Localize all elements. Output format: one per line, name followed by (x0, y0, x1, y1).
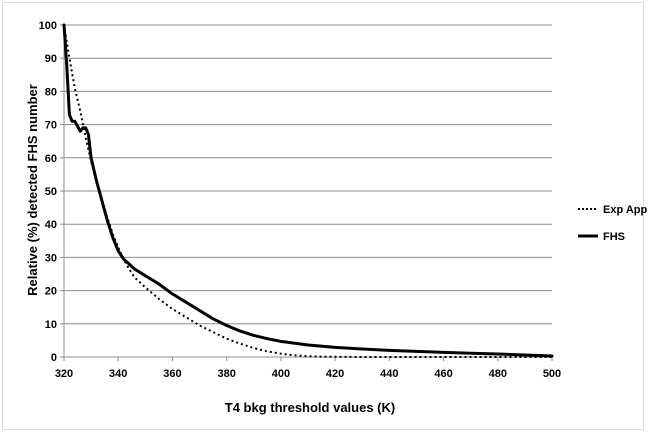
x-tick-label-380: 380 (217, 368, 235, 380)
y-tick-label-40: 40 (45, 219, 57, 231)
x-tick-label-460: 460 (434, 368, 452, 380)
y-tick-label-60: 60 (45, 153, 57, 165)
x-tick-label-360: 360 (163, 368, 181, 380)
y-tick-label-70: 70 (45, 120, 57, 132)
y-tick-label-50: 50 (45, 186, 57, 198)
legend: Exp Appr FHS (578, 204, 648, 243)
axes (60, 24, 553, 361)
legend-label-fhs: FHS (603, 231, 625, 243)
x-tick-label-400: 400 (272, 368, 290, 380)
x-tick-labels: 320 340 360 380 400 420 440 460 480 500 (55, 368, 561, 380)
y-tick-label-90: 90 (45, 53, 57, 65)
x-tick-label-420: 420 (326, 368, 344, 380)
legend-label-exp-appr: Exp Appr (603, 204, 648, 216)
gridlines (64, 24, 552, 325)
x-tick-label-320: 320 (55, 368, 73, 380)
x-axis-label: T4 bkg threshold values (K) (225, 400, 395, 415)
series-line-fhs (62, 23, 554, 358)
chart-frame (2, 2, 644, 430)
x-tick-label-440: 440 (380, 368, 398, 380)
y-tick-label-10: 10 (45, 319, 57, 331)
y-tick-label-100: 100 (39, 20, 57, 32)
x-tick-label-500: 500 (543, 368, 561, 380)
y-tick-label-80: 80 (45, 86, 57, 98)
y-axis-label: Relative (%) detected FHS number (25, 84, 40, 296)
y-tick-label-30: 30 (45, 252, 57, 264)
series-line-exp-appr (63, 24, 552, 358)
x-tick-label-480: 480 (489, 368, 507, 380)
x-tick-label-340: 340 (109, 368, 127, 380)
y-tick-label-20: 20 (45, 286, 57, 298)
series-lines (62, 23, 554, 358)
y-tick-labels: 0 10 20 30 40 50 60 70 80 90 100 (39, 20, 57, 364)
y-tick-label-0: 0 (51, 352, 57, 364)
